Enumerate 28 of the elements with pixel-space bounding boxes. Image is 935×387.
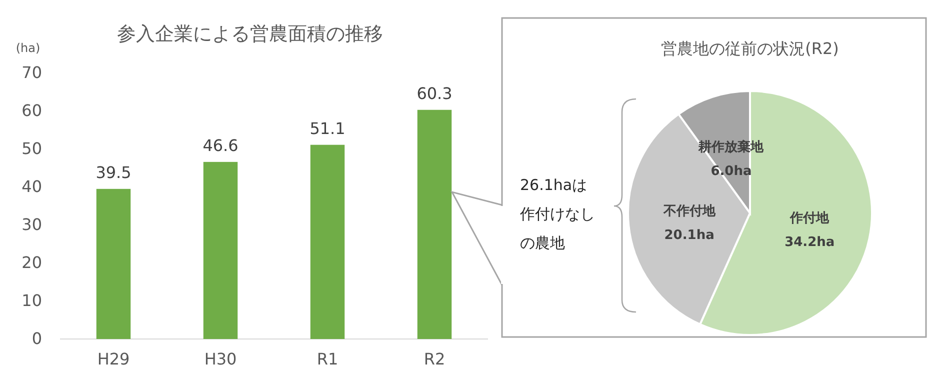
text: 26.1haは作付けなしの農地: [519, 176, 595, 252]
data-label: 51.1: [310, 118, 346, 138]
y-axis-title: (ha): [16, 41, 40, 55]
chart-title: 参入企業による営農面積の推移: [117, 23, 383, 45]
data-label: 34.2ha: [784, 234, 835, 250]
bar: [96, 188, 131, 339]
bar: [310, 144, 345, 339]
y-tick-label: 60: [22, 101, 42, 120]
x-tick-label: H30: [204, 349, 237, 368]
y-tick-label: 0: [32, 329, 42, 348]
data-label: 20.1ha: [664, 228, 714, 244]
x-tick-label: H29: [97, 349, 130, 368]
chart-title: 営農地の従前の状況(R2): [661, 39, 839, 58]
data-label: 39.5: [96, 162, 132, 182]
slice-label: 不作付地: [662, 204, 716, 220]
x-tick-label: R2: [424, 349, 446, 368]
data-label: 46.6: [202, 136, 238, 155]
x-tick-label: R1: [316, 349, 338, 368]
bar: [417, 110, 452, 339]
data-label: 60.3: [416, 84, 452, 103]
y-tick-label: 30: [22, 215, 42, 234]
bar: [203, 162, 238, 339]
y-tick-label: 50: [22, 139, 42, 158]
y-tick-label: 40: [22, 177, 42, 196]
slice-label: 作付地: [789, 210, 830, 226]
y-tick-label: 70: [22, 63, 42, 82]
y-tick-label: 10: [22, 291, 42, 310]
y-tick-label: 20: [22, 253, 42, 272]
